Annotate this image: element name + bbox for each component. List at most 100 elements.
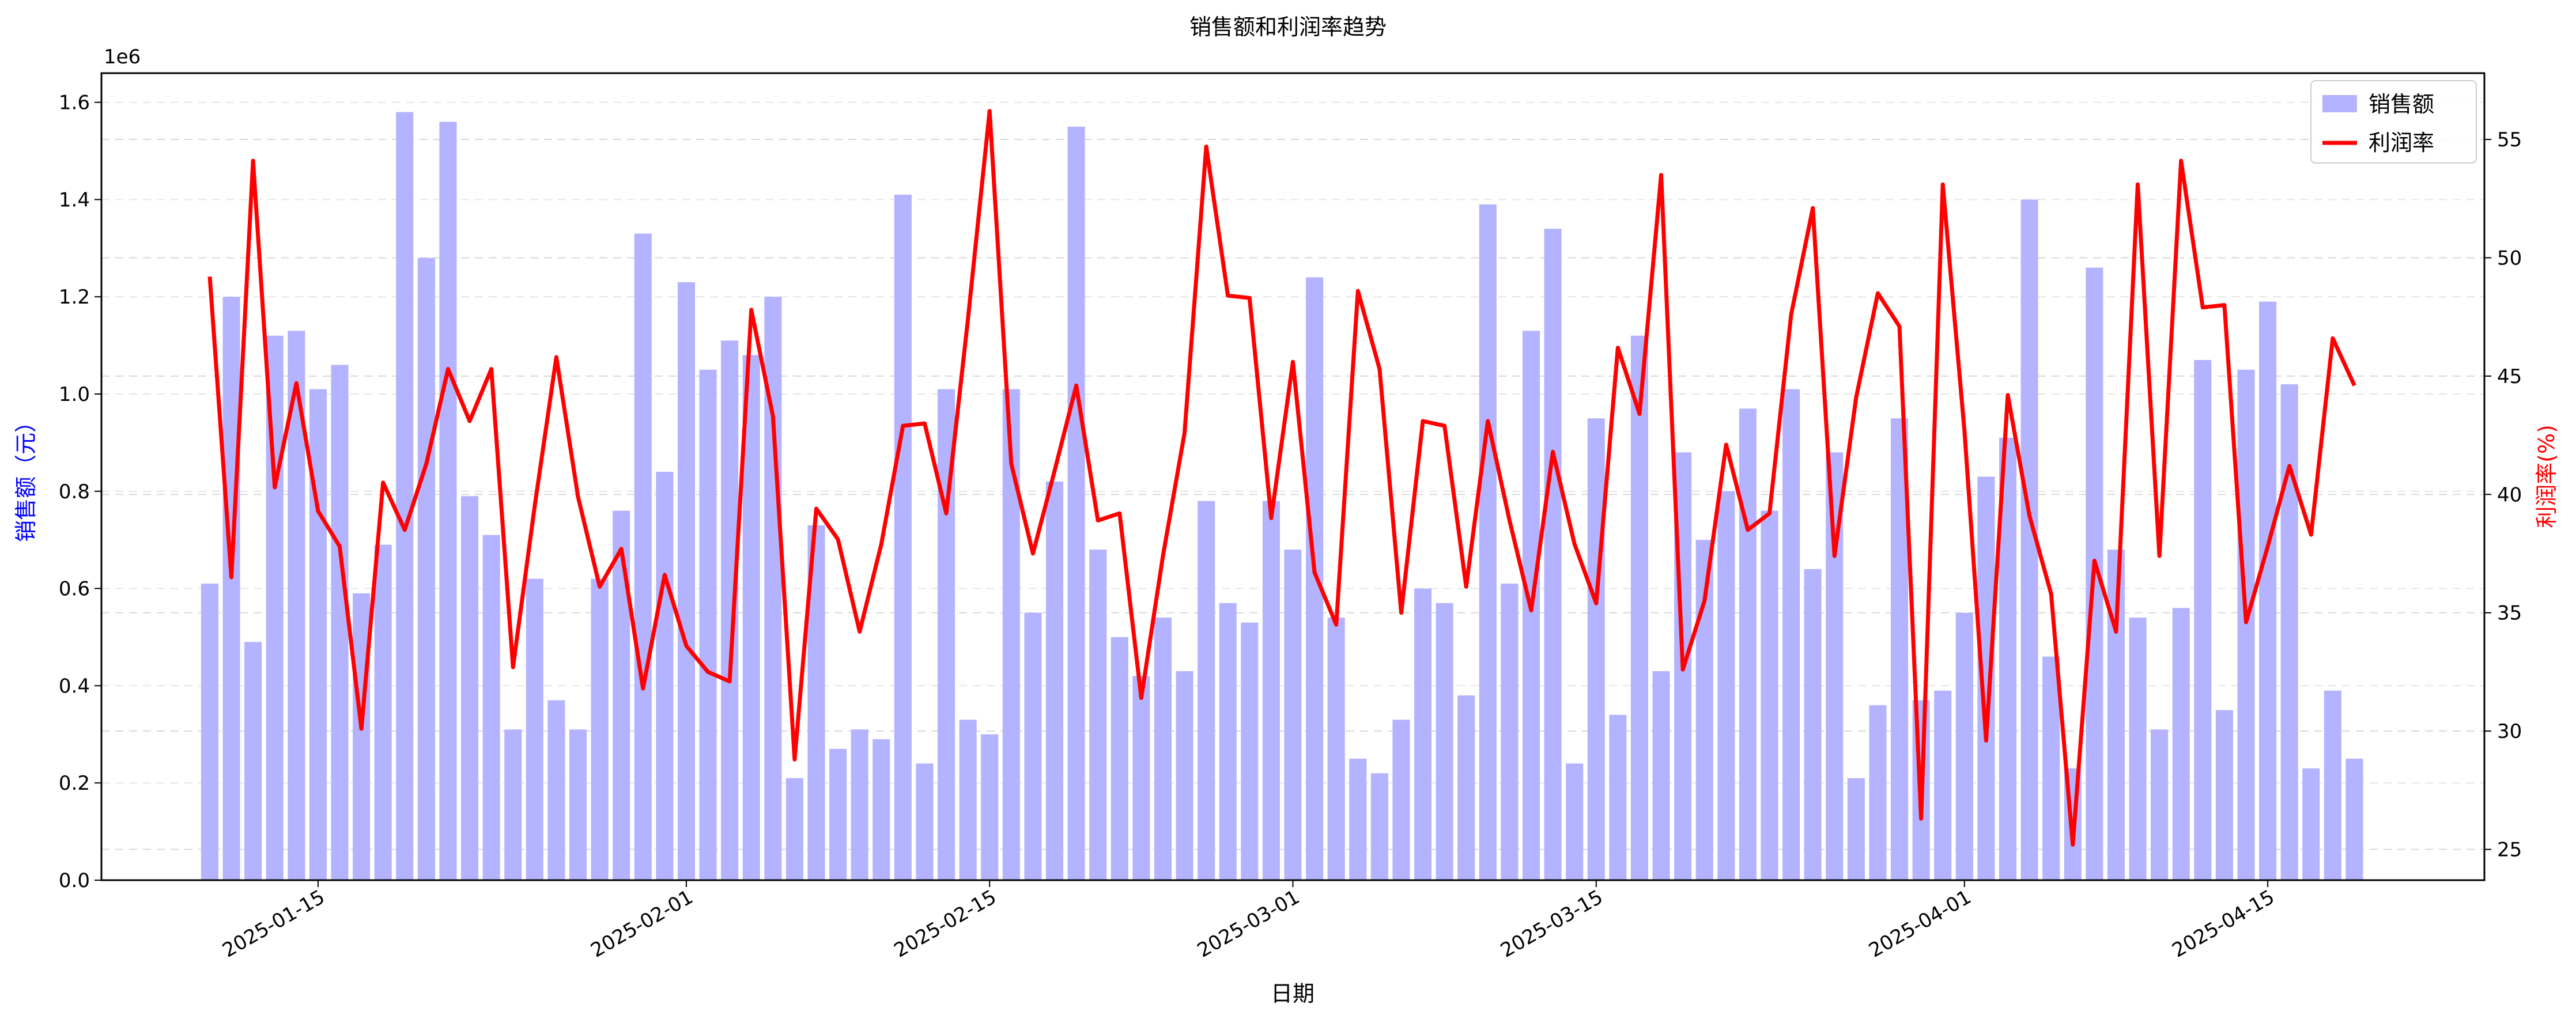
- sales-bar: [1479, 204, 1497, 880]
- sales-bar: [785, 778, 803, 880]
- sales-bar: [1067, 126, 1085, 880]
- sales-bar: [244, 642, 262, 880]
- sales-bar: [959, 719, 977, 880]
- profit-margin-line: [207, 109, 2356, 847]
- sales-bar: [1544, 229, 1562, 881]
- sales-bar: [1782, 389, 1800, 880]
- right-tick-label: 25: [2497, 839, 2522, 862]
- sales-bar: [1934, 690, 1952, 880]
- sales-bar: [1457, 695, 1475, 880]
- x-axis-title: 日期: [1271, 981, 1315, 1006]
- left-tick-label: 0.0: [59, 869, 90, 892]
- sales-bar: [1630, 335, 1648, 880]
- sales-bar: [482, 535, 500, 880]
- sales-bar: [2302, 768, 2320, 880]
- sales-bar: [1501, 584, 1519, 880]
- sales-bar: [1436, 603, 1453, 880]
- sales-bar: [1392, 719, 1410, 880]
- sales-bar: [872, 739, 890, 880]
- sales-bar: [526, 578, 543, 880]
- right-tick-label: 50: [2497, 247, 2522, 270]
- sales-bar: [2280, 384, 2298, 880]
- left-tick-label: 1.6: [59, 92, 90, 115]
- sales-bar: [1652, 671, 1670, 880]
- sales-bar: [331, 365, 349, 880]
- sales-bar: [374, 544, 392, 880]
- sales-bar: [1176, 671, 1193, 880]
- sales-bar: [1024, 612, 1042, 880]
- right-tick-label: 35: [2497, 602, 2522, 625]
- sales-bar: [894, 194, 912, 880]
- sales-bar: [1132, 676, 1150, 880]
- left-tick-label: 0.8: [59, 480, 90, 503]
- sales-bar: [1262, 501, 1280, 880]
- sales-bar: [201, 584, 218, 880]
- sales-bar: [353, 593, 371, 880]
- sales-bar: [2324, 690, 2341, 880]
- sales-bar: [1804, 569, 1822, 880]
- sales-bar: [504, 729, 522, 880]
- sales-bar: [2259, 301, 2277, 880]
- left-tick-label: 1.2: [59, 286, 90, 309]
- sales-bar: [2151, 729, 2169, 880]
- sales-bar: [1761, 510, 1778, 880]
- sales-bar: [1219, 603, 1237, 880]
- sales-bar: [916, 763, 934, 880]
- sales-bar: [1089, 550, 1107, 880]
- sales-bar: [1869, 705, 1887, 880]
- right-y-axis: 25 30 35 40 45 50 55: [2484, 128, 2522, 862]
- left-tick-label: 1.0: [59, 383, 90, 406]
- sales-bar: [613, 510, 630, 880]
- sales-bar: [396, 112, 414, 880]
- left-tick-label: 1.4: [59, 188, 90, 211]
- sales-bar: [2042, 656, 2060, 880]
- chart-title: 销售额和利润率趋势: [1189, 14, 1387, 40]
- sales-bar: [656, 472, 674, 880]
- sales-bar: [1327, 618, 1345, 880]
- left-tick-label: 0.6: [59, 578, 90, 601]
- left-y-axis: 0.0 0.2 0.4 0.6 0.8 1.0 1.2 1.4 1.6: [59, 92, 101, 892]
- sales-bar: [461, 496, 479, 880]
- sales-bar: [2345, 759, 2363, 880]
- sales-bar: [1370, 773, 1388, 880]
- sales-bar: [1241, 622, 1259, 880]
- legend-bar-swatch: [2322, 95, 2357, 112]
- line-series: [207, 109, 2356, 847]
- sales-bar: [2215, 710, 2233, 880]
- sales-bar: [2129, 618, 2147, 880]
- sales-bar: [1111, 637, 1128, 880]
- right-tick-label: 45: [2497, 365, 2522, 388]
- sales-bar: [851, 729, 868, 880]
- left-axis-title: 销售额（元）: [13, 411, 39, 542]
- sales-bar: [1045, 481, 1064, 880]
- sales-bar: [547, 700, 565, 880]
- sales-bar: [1349, 759, 1367, 880]
- sales-bar: [2194, 359, 2212, 880]
- right-axis-title: 利润率(%): [2534, 425, 2559, 528]
- sales-bar: [1847, 778, 1865, 880]
- legend: 销售额 利润率: [2310, 80, 2477, 164]
- sales-bar: [1154, 618, 1172, 880]
- sales-bar: [1284, 550, 1302, 880]
- sales-bar: [677, 282, 695, 880]
- left-axis-offset-label: 1e6: [104, 46, 141, 69]
- sales-bar: [1566, 763, 1584, 880]
- sales-bar: [1609, 715, 1627, 880]
- right-tick-label: 40: [2497, 483, 2522, 506]
- legend-label-margin: 利润率: [2369, 130, 2434, 156]
- sales-bar: [222, 297, 240, 880]
- sales-bar: [2237, 369, 2255, 880]
- sales-bar: [309, 389, 327, 880]
- sales-bar: [699, 369, 717, 880]
- sales-bar: [1414, 588, 1432, 880]
- sales-bar: [829, 749, 847, 880]
- right-tick-label: 55: [2497, 128, 2522, 151]
- left-tick-label: 0.2: [59, 772, 90, 795]
- sales-bar: [1717, 491, 1735, 880]
- right-tick-label: 30: [2497, 720, 2522, 743]
- sales-bar: [417, 257, 435, 881]
- sales-bar: [1198, 501, 1215, 880]
- sales-bar: [1955, 612, 1973, 880]
- left-tick-label: 0.4: [59, 675, 90, 698]
